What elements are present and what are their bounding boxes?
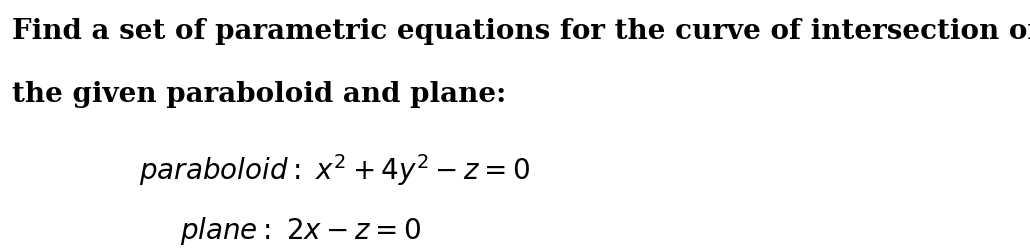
Text: the given paraboloid and plane:: the given paraboloid and plane: [12,81,507,108]
Text: $\mathit{plane}\mathit{:}\ 2x - z = 0$: $\mathit{plane}\mathit{:}\ 2x - z = 0$ [180,214,421,246]
Text: Find a set of parametric equations for the curve of intersection of: Find a set of parametric equations for t… [12,18,1030,45]
Text: $\mathit{paraboloid}\mathit{:}\ x^2 + 4y^2 - z = 0$: $\mathit{paraboloid}\mathit{:}\ x^2 + 4y… [139,151,530,187]
